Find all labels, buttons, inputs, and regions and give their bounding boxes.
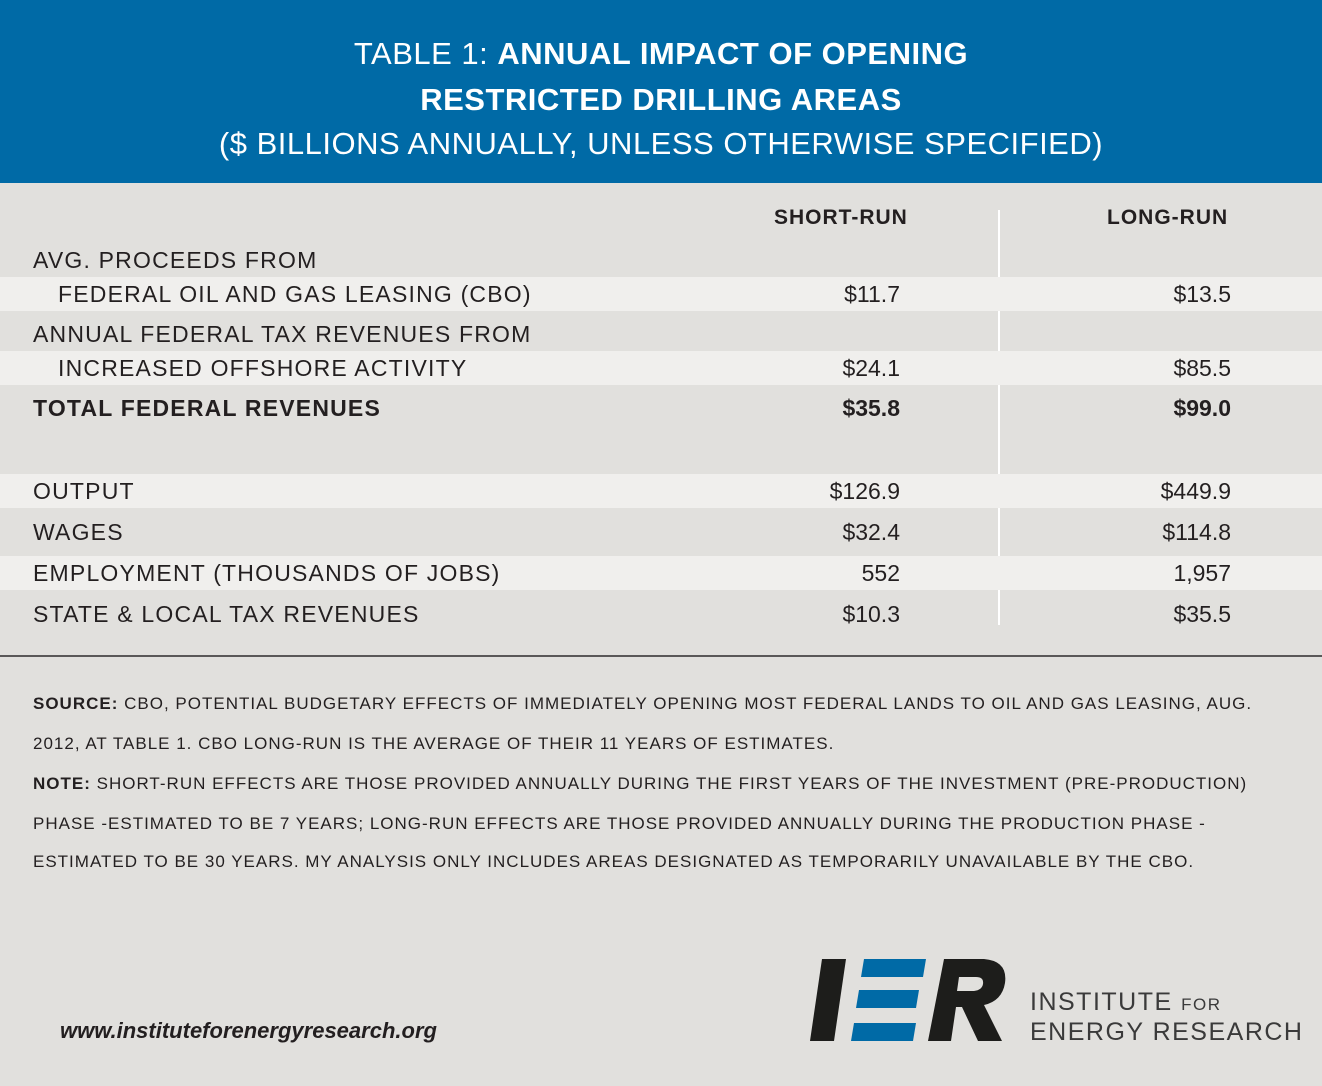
long-run-value: $99.0 — [1173, 395, 1231, 421]
row-label: TOTAL FEDERAL REVENUES — [33, 395, 382, 421]
table-row-label-line: ANNUAL FEDERAL TAX REVENUES FROM — [0, 317, 1322, 351]
row-label-line2: FEDERAL OIL AND GAS LEASING (CBO) — [58, 281, 532, 307]
note-line-2: PHASE -ESTIMATED TO BE 7 YEARS; LONG-RUN… — [33, 814, 1206, 833]
row-label-line1: ANNUAL FEDERAL TAX REVENUES FROM — [33, 321, 532, 347]
table-row: WAGES $32.4 $114.8 — [0, 515, 1322, 549]
table-row-label-line: AVG. PROCEEDS FROM — [0, 243, 1322, 277]
short-run-value: 552 — [861, 560, 900, 586]
column-header-long-run: LONG-RUN — [1107, 206, 1229, 229]
column-divider — [998, 210, 1000, 625]
table-row: OUTPUT $126.9 $449.9 — [0, 474, 1322, 508]
source-text-1: CBO, POTENTIAL BUDGETARY EFFECTS OF IMME… — [124, 694, 1253, 713]
long-run-value: $13.5 — [1173, 281, 1231, 307]
long-run-value: $449.9 — [1160, 478, 1231, 504]
short-run-value: $126.9 — [829, 478, 900, 504]
long-run-value: $85.5 — [1173, 355, 1231, 381]
note-line-3: ESTIMATED TO BE 30 YEARS. MY ANALYSIS ON… — [33, 852, 1195, 871]
source-line-2: 2012, AT TABLE 1. CBO LONG-RUN IS THE AV… — [33, 734, 835, 753]
title-subtitle: ($ BILLIONS ANNUALLY, UNLESS OTHERWISE S… — [218, 126, 1104, 161]
note-label: NOTE: — [33, 774, 91, 793]
row-label-line2: INCREASED OFFSHORE ACTIVITY — [58, 355, 468, 381]
note-text-1: SHORT-RUN EFFECTS ARE THOSE PROVIDED ANN… — [96, 774, 1248, 793]
row-label: WAGES — [33, 519, 124, 545]
row-label-line1: AVG. PROCEEDS FROM — [33, 247, 318, 273]
title-main-1: ANNUAL IMPACT OF OPENING — [497, 36, 969, 71]
source-label: SOURCE: — [33, 694, 119, 713]
ier-logo-icon — [810, 959, 1006, 1041]
table-row: EMPLOYMENT (THOUSANDS OF JOBS) 552 1,957 — [0, 556, 1322, 590]
section-divider — [0, 655, 1322, 657]
row-label: STATE & LOCAL TAX REVENUES — [33, 601, 420, 627]
short-run-value: $24.1 — [842, 355, 900, 381]
long-run-value: 1,957 — [1173, 560, 1231, 586]
row-label: OUTPUT — [33, 478, 135, 504]
logo-institute: INSTITUTE — [1030, 988, 1173, 1016]
table-row: FEDERAL OIL AND GAS LEASING (CBO) $11.7 … — [0, 277, 1322, 311]
logo-text-line2: ENERGY RESEARCH — [1030, 1018, 1304, 1046]
title-main-2: RESTRICTED DRILLING AREAS — [420, 82, 902, 117]
table-row: INCREASED OFFSHORE ACTIVITY $24.1 $85.5 — [0, 351, 1322, 385]
long-run-value: $35.5 — [1173, 601, 1231, 627]
table-row-total: TOTAL FEDERAL REVENUES $35.8 $99.0 — [0, 391, 1322, 425]
logo-text-line1: INSTITUTE FOR — [1030, 988, 1222, 1017]
row-label: EMPLOYMENT (THOUSANDS OF JOBS) — [33, 560, 501, 586]
long-run-value: $114.8 — [1162, 519, 1231, 545]
short-run-value: $32.4 — [842, 519, 900, 545]
logo-for: FOR — [1181, 995, 1222, 1014]
title-prefix: TABLE 1: — [353, 36, 489, 71]
title-line-1: TABLE 1: ANNUAL IMPACT OF OPENING — [0, 36, 1322, 72]
website-link[interactable]: www.instituteforenergyresearch.org — [60, 1018, 437, 1043]
short-run-value: $35.8 — [842, 395, 900, 421]
table-row: STATE & LOCAL TAX REVENUES $10.3 $35.5 — [0, 597, 1322, 631]
short-run-value: $11.7 — [844, 281, 900, 307]
note-line-1: NOTE: SHORT-RUN EFFECTS ARE THOSE PROVID… — [33, 774, 1293, 794]
source-line-1: SOURCE: CBO, POTENTIAL BUDGETARY EFFECTS… — [33, 694, 1293, 714]
title-banner: TABLE 1: ANNUAL IMPACT OF OPENING RESTRI… — [0, 0, 1322, 183]
column-header-short-run: SHORT-RUN — [774, 206, 908, 229]
short-run-value: $10.3 — [842, 601, 900, 627]
